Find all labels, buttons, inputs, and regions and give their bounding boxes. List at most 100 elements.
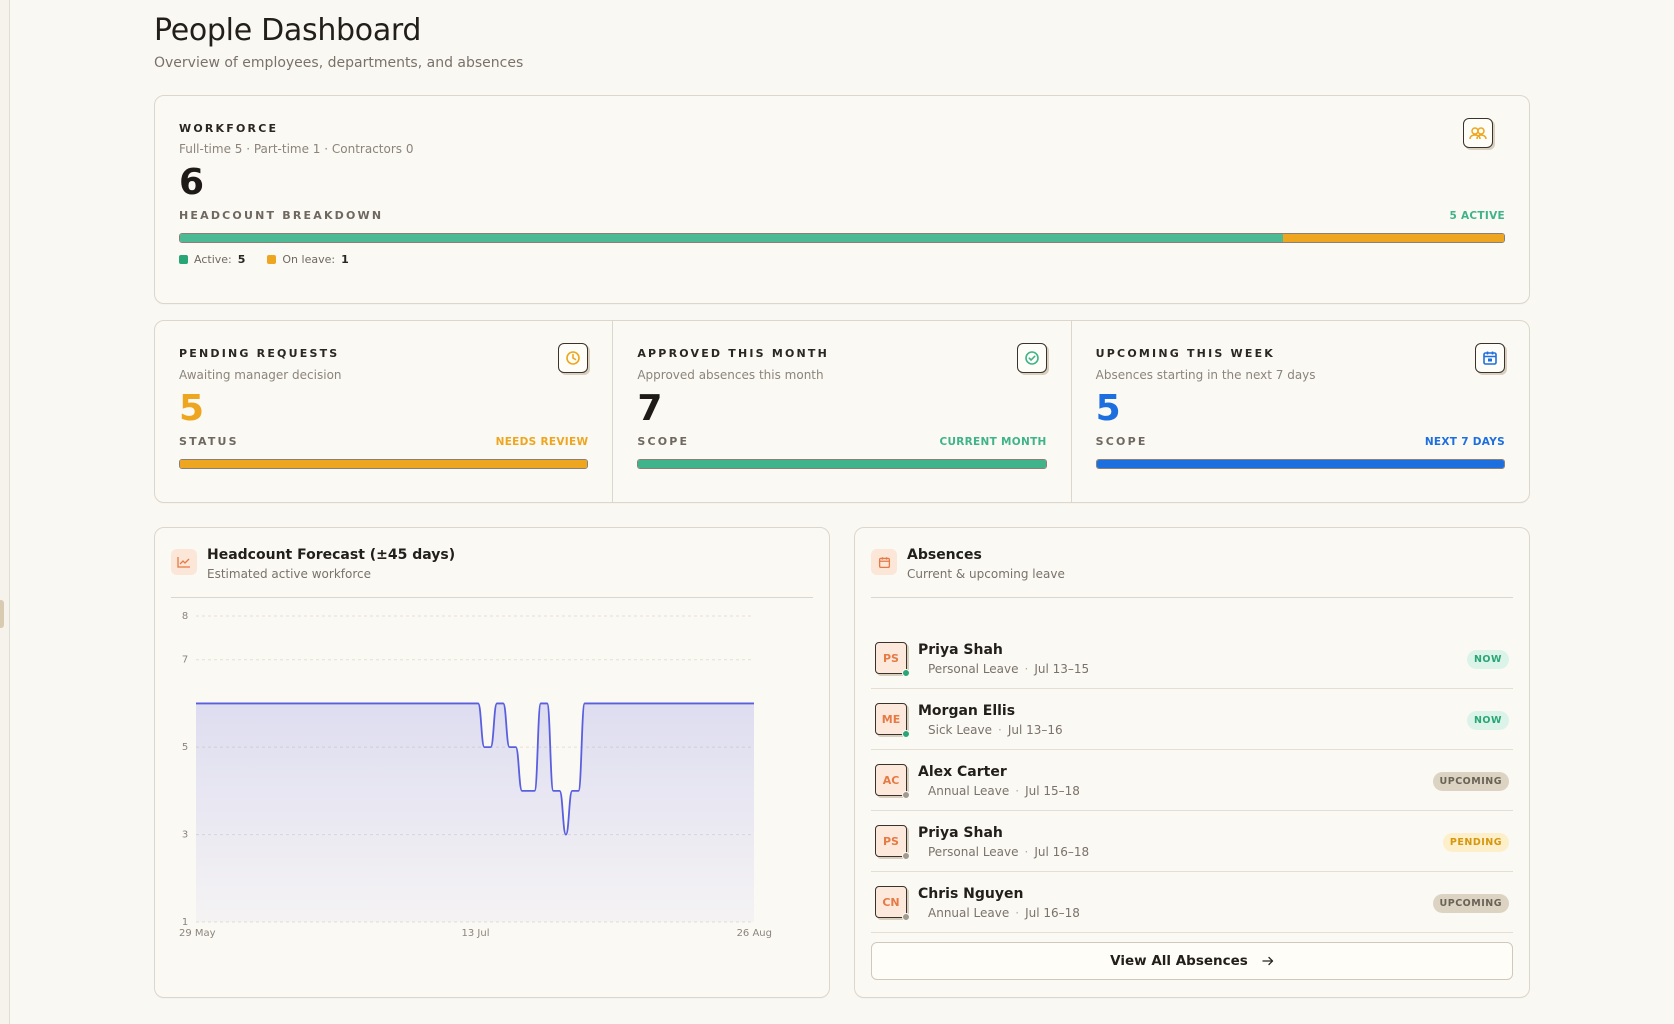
view-all-absences-button[interactable]: View All Absences: [871, 942, 1513, 980]
calendar-icon: [871, 549, 897, 575]
page: People Dashboard Overview of employees, …: [154, 0, 1530, 998]
sidebar-toggle-handle[interactable]: [0, 600, 4, 628]
absence-detail: Annual Leave · Jul 16–18: [928, 906, 1080, 920]
stat-bar: [1095, 459, 1505, 469]
headcount-legend: Active: 5 On leave: 1: [179, 253, 1505, 266]
avatar-initials: PS: [883, 651, 899, 665]
avatar: PS: [875, 825, 910, 860]
stat-bar-fill: [180, 460, 588, 468]
absence-row[interactable]: PS Priya Shah Personal Leave · Jul 16–18 P…: [871, 811, 1513, 872]
status-dot: [902, 669, 910, 677]
absence-dates: Jul 15–18: [1025, 784, 1080, 798]
x-tick-label: 13 Jul: [462, 928, 490, 939]
y-tick-label: 7: [182, 655, 188, 666]
status-dot: [902, 913, 910, 921]
y-tick-label: 3: [182, 830, 188, 841]
status-badge: NOW: [1466, 650, 1509, 669]
status-badge: PENDING: [1442, 833, 1509, 852]
status-badge: UPCOMING: [1432, 772, 1509, 791]
forecast-line: [196, 702, 754, 836]
headcount-bar-leave: [1283, 234, 1504, 242]
stat-bar: [179, 459, 589, 469]
avatar: ME: [875, 703, 910, 738]
legend-active-swatch: [179, 255, 188, 264]
page-title: People Dashboard: [154, 13, 422, 48]
forecast-title: Headcount Forecast (±45 days): [207, 547, 456, 563]
absence-name: Priya Shah: [918, 825, 1003, 841]
workforce-breakdown-text: Full-time 5 · Part-time 1 · Contractors …: [179, 142, 414, 156]
view-all-label: View All Absences: [1110, 953, 1248, 969]
stat-subtitle: Absences starting in the next 7 days: [1095, 368, 1316, 382]
absence-name: Morgan Ellis: [918, 703, 1016, 719]
avatar-initials: PS: [883, 834, 899, 848]
headcount-breakdown-label: HEADCOUNT BREAKDOWN: [179, 209, 384, 222]
stat-label: APPROVED THIS MONTH: [637, 347, 830, 360]
stat-label: PENDING REQUESTS: [179, 347, 340, 360]
absence-row[interactable]: AC Alex Carter Annual Leave · Jul 15–18 UP…: [871, 750, 1513, 811]
stat-tag: CURRENT MONTH: [939, 435, 1047, 448]
y-tick-label: 1: [182, 917, 188, 928]
absence-type: Personal Leave: [928, 845, 1019, 859]
stat-bar-fill: [1096, 460, 1504, 468]
x-tick-label: 26 Aug: [737, 928, 772, 939]
absences-panel: Absences Current & upcoming leave PS Pri…: [854, 527, 1530, 998]
absence-dates: Jul 16–18: [1034, 845, 1090, 859]
status-badge: NOW: [1466, 711, 1509, 730]
stat-label: UPCOMING THIS WEEK: [1095, 347, 1276, 360]
status-dot: [902, 730, 910, 738]
legend-leave-label: On leave:: [282, 253, 336, 266]
absence-row[interactable]: ME Morgan Ellis Sick Leave · Jul 13–16 NOW: [871, 689, 1513, 750]
absences-title: Absences: [907, 547, 982, 563]
stat-bar-label: SCOPE: [1095, 435, 1148, 448]
absence-type: Annual Leave: [928, 784, 1010, 798]
status-badge: UPCOMING: [1432, 894, 1509, 913]
stat-subtitle: Awaiting manager decision: [179, 368, 342, 382]
absence-dates: Jul 13–15: [1034, 662, 1090, 676]
page-subtitle: Overview of employees, departments, and …: [154, 55, 524, 71]
stat-pending-requests: PENDING REQUESTS Awaiting manager decisi…: [155, 321, 614, 502]
forecast-area: [196, 703, 754, 922]
absence-detail: Personal Leave · Jul 13–15: [928, 662, 1090, 676]
stat-tag: NEXT 7 DAYS: [1424, 435, 1505, 448]
avatar: PS: [875, 642, 910, 677]
absence-detail: Sick Leave · Jul 13–16: [928, 723, 1063, 737]
status-dot: [902, 791, 910, 799]
left-rail: [0, 0, 10, 1024]
stat-tag: NEEDS REVIEW: [495, 435, 589, 448]
legend-leave-value: 1: [341, 253, 349, 266]
y-tick-label: 8: [182, 612, 188, 622]
workforce-label: WORKFORCE: [179, 122, 279, 135]
x-tick-label: 29 May: [179, 928, 216, 939]
absence-type: Annual Leave: [928, 906, 1010, 920]
check-circle-icon: [1016, 343, 1047, 373]
workforce-card: WORKFORCE Full-time 5 · Part-time 1 · Co…: [154, 95, 1530, 304]
stat-bar: [637, 459, 1047, 469]
avatar: AC: [875, 764, 910, 799]
stat-approved-this-month: APPROVED THIS MONTH Approved absences th…: [613, 321, 1072, 502]
absences-subtitle: Current & upcoming leave: [907, 567, 1065, 581]
headcount-bar-active: [180, 234, 1284, 242]
calendar-icon: [1474, 343, 1505, 373]
legend-leave-swatch: [267, 255, 277, 264]
forecast-subtitle: Estimated active workforce: [207, 567, 371, 581]
absence-detail: Annual Leave · Jul 15–18: [928, 784, 1080, 798]
stats-row: PENDING REQUESTS Awaiting manager decisi…: [154, 320, 1530, 503]
absence-dates: Jul 16–18: [1025, 906, 1080, 920]
absence-name: Alex Carter: [918, 764, 1007, 780]
absence-row[interactable]: PS Priya Shah Personal Leave · Jul 13–15 N…: [871, 628, 1513, 689]
stat-bar-fill: [638, 460, 1046, 468]
line-chart-icon: [171, 549, 197, 575]
arrow-right-icon: [1262, 956, 1273, 966]
stat-value: 5: [179, 388, 205, 429]
avatar-initials: CN: [882, 895, 900, 909]
forecast-header: Headcount Forecast (±45 days) Estimated …: [171, 546, 813, 598]
stat-subtitle: Approved absences this month: [637, 368, 824, 382]
legend-active-label: Active:: [194, 253, 232, 266]
y-tick-label: 5: [182, 742, 188, 753]
absence-row[interactable]: CN Chris Nguyen Annual Leave · Jul 16–18 U…: [871, 872, 1513, 933]
stat-value: 7: [637, 388, 663, 429]
stat-value: 5: [1095, 388, 1121, 429]
absence-detail: Personal Leave · Jul 16–18: [928, 845, 1090, 859]
avatar: CN: [875, 886, 910, 921]
status-dot: [902, 852, 910, 860]
